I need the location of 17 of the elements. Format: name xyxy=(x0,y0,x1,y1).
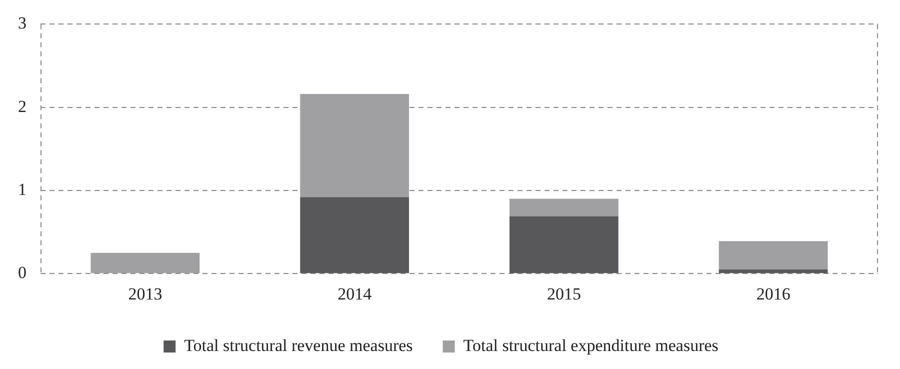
bar xyxy=(718,241,828,270)
y-tick-label: 1 xyxy=(18,180,26,199)
legend-label: Total structural expenditure measures xyxy=(463,336,718,355)
y-tick-label: 2 xyxy=(18,96,26,116)
x-tick-label: 2014 xyxy=(338,284,372,304)
x-tick-label: 2015 xyxy=(546,284,581,304)
x-tick-label: 2016 xyxy=(756,284,790,304)
y-tick-label: 3 xyxy=(18,14,26,33)
legend-label: Total structural revenue measures xyxy=(184,336,413,355)
bar xyxy=(718,269,828,274)
x-tick-label: 2013 xyxy=(128,284,162,304)
bar xyxy=(510,198,618,216)
bar xyxy=(510,216,618,274)
bar xyxy=(90,252,200,274)
bar xyxy=(300,197,409,274)
y-tick-label: 0 xyxy=(18,263,26,282)
bar xyxy=(300,94,409,198)
